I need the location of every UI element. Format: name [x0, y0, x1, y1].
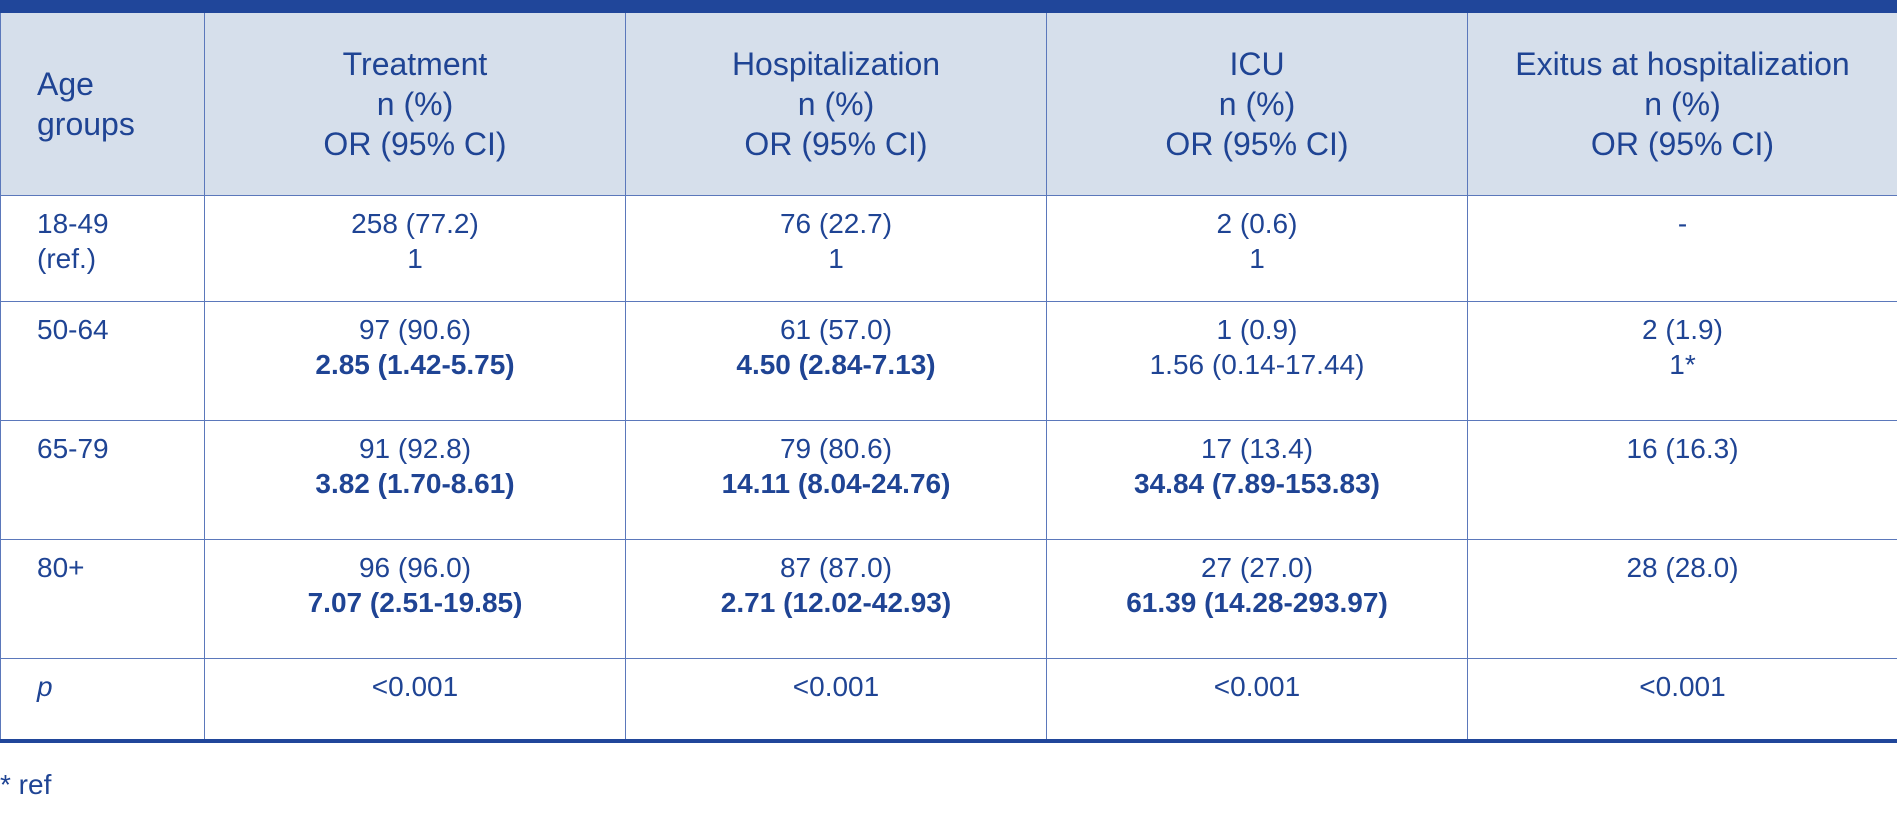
n-percent-value: 97 (90.6)	[358, 314, 472, 345]
age-group-cell: 65-79	[0, 420, 205, 540]
table-row: p <0.001 <0.001 <0.001 <0.001	[0, 658, 1897, 742]
hospitalization-cell: 61 (57.0) 4.50 (2.84-7.13)	[625, 301, 1047, 421]
header-hospitalization: Hospitalization n (%) OR (95% CI)	[625, 6, 1047, 196]
icu-cell: 1 (0.9) 1.56 (0.14-17.44)	[1046, 301, 1468, 421]
or-value: 1	[1249, 243, 1265, 274]
age-group-cell: 18-49 (ref.)	[0, 195, 205, 302]
icu-cell: 17 (13.4) 34.84 (7.89-153.83)	[1046, 420, 1468, 540]
or-value: 7.07 (2.51-19.85)	[307, 587, 523, 618]
exitus-p-cell: <0.001	[1467, 658, 1897, 742]
header-icu-title: ICU	[1229, 46, 1285, 82]
hospitalization-p-cell: <0.001	[625, 658, 1047, 742]
n-percent-value: 61 (57.0)	[779, 314, 893, 345]
header-hospitalization-title: Hospitalization	[731, 46, 941, 82]
header-exitus-or: OR (95% CI)	[1590, 126, 1775, 162]
exitus-cell: -	[1467, 195, 1897, 302]
n-percent-value: 76 (22.7)	[779, 208, 893, 239]
age-group-cell: 50-64	[0, 301, 205, 421]
header-hospitalization-n: n (%)	[797, 86, 875, 122]
n-percent-value: 91 (92.8)	[358, 433, 472, 464]
or-value: 1*	[1669, 349, 1696, 380]
n-percent-value: 2 (0.6)	[1216, 208, 1298, 239]
table-row: 65-79 91 (92.8) 3.82 (1.70-8.61) 79 (80.…	[0, 420, 1897, 540]
age-group-label: 18-49	[37, 208, 109, 239]
table-body: 18-49 (ref.) 258 (77.2) 1 76 (22.7) 1 2 …	[0, 195, 1897, 742]
or-value: 14.11 (8.04-24.76)	[721, 468, 951, 499]
n-percent-value: -	[1677, 208, 1688, 239]
age-group-label: 50-64	[37, 314, 109, 345]
treatment-cell: 97 (90.6) 2.85 (1.42-5.75)	[204, 301, 626, 421]
header-treatment-n: n (%)	[376, 86, 454, 122]
age-groups-table: Age groups Treatment n (%) OR (95% CI) H…	[0, 6, 1897, 742]
p-value: <0.001	[792, 671, 880, 702]
p-value-label-cell: p	[0, 658, 205, 742]
n-percent-value: 17 (13.4)	[1200, 433, 1314, 464]
or-value: 34.84 (7.89-153.83)	[1134, 468, 1380, 499]
n-percent-value: 258 (77.2)	[351, 208, 479, 239]
age-group-label: 65-79	[37, 433, 109, 464]
hospitalization-cell: 76 (22.7) 1	[625, 195, 1047, 302]
p-value: <0.001	[1639, 671, 1726, 702]
header-row: Age groups Treatment n (%) OR (95% CI) H…	[0, 6, 1897, 196]
exitus-cell: 2 (1.9) 1*	[1467, 301, 1897, 421]
treatment-cell: 91 (92.8) 3.82 (1.70-8.61)	[204, 420, 626, 540]
header-exitus: Exitus at hospitalization n (%) OR (95% …	[1467, 6, 1897, 196]
table-row: 80+ 96 (96.0) 7.07 (2.51-19.85) 87 (87.0…	[0, 539, 1897, 659]
icu-cell: 27 (27.0) 61.39 (14.28-293.97)	[1046, 539, 1468, 659]
n-percent-value: 2 (1.9)	[1642, 314, 1723, 345]
icu-p-cell: <0.001	[1046, 658, 1468, 742]
header-icu-or: OR (95% CI)	[1165, 126, 1349, 162]
n-percent-value: 87 (87.0)	[779, 552, 893, 583]
hospitalization-cell: 87 (87.0) 2.71 (12.02-42.93)	[625, 539, 1047, 659]
header-treatment: Treatment n (%) OR (95% CI)	[204, 6, 626, 196]
header-hospitalization-or: OR (95% CI)	[744, 126, 928, 162]
exitus-cell: 28 (28.0)	[1467, 539, 1897, 659]
n-percent-value: 27 (27.0)	[1200, 552, 1314, 583]
p-value-label: p	[37, 671, 53, 702]
or-value: 4.50 (2.84-7.13)	[736, 349, 936, 380]
header-treatment-title: Treatment	[342, 46, 488, 82]
treatment-cell: 258 (77.2) 1	[204, 195, 626, 302]
n-percent-value: 79 (80.6)	[779, 433, 893, 464]
header-age-groups-line1: Age	[37, 66, 94, 102]
header-icu: ICU n (%) OR (95% CI)	[1046, 6, 1468, 196]
n-percent-value: 28 (28.0)	[1626, 552, 1739, 583]
or-value: 1.56 (0.14-17.44)	[1149, 349, 1365, 380]
table-header: Age groups Treatment n (%) OR (95% CI) H…	[0, 6, 1897, 196]
header-exitus-n: n (%)	[1644, 86, 1721, 122]
n-percent-value: 1 (0.9)	[1216, 314, 1298, 345]
results-table-container: Age groups Treatment n (%) OR (95% CI) H…	[0, 6, 1897, 742]
table-row: 50-64 97 (90.6) 2.85 (1.42-5.75) 61 (57.…	[0, 301, 1897, 421]
or-value: 1	[407, 243, 423, 274]
exitus-cell: 16 (16.3)	[1467, 420, 1897, 540]
header-exitus-title: Exitus at hospitalization	[1515, 46, 1850, 82]
p-value: <0.001	[1213, 671, 1301, 702]
or-value: 61.39 (14.28-293.97)	[1126, 587, 1388, 618]
or-value: 3.82 (1.70-8.61)	[315, 468, 515, 499]
age-group-cell: 80+	[0, 539, 205, 659]
n-percent-value: 96 (96.0)	[358, 552, 472, 583]
header-icu-n: n (%)	[1218, 86, 1296, 122]
age-group-label: 80+	[37, 552, 85, 583]
or-value: 1	[828, 243, 844, 274]
age-group-sublabel: (ref.)	[37, 243, 97, 274]
or-value: 2.71 (12.02-42.93)	[720, 587, 952, 618]
table-footnote: * ref	[0, 769, 52, 800]
p-value: <0.001	[371, 671, 459, 702]
header-age-groups: Age groups	[0, 6, 205, 196]
treatment-cell: 96 (96.0) 7.07 (2.51-19.85)	[204, 539, 626, 659]
hospitalization-cell: 79 (80.6) 14.11 (8.04-24.76)	[625, 420, 1047, 540]
table-row: 18-49 (ref.) 258 (77.2) 1 76 (22.7) 1 2 …	[0, 195, 1897, 302]
header-age-groups-line2: groups	[37, 106, 135, 142]
header-treatment-or: OR (95% CI)	[323, 126, 507, 162]
icu-cell: 2 (0.6) 1	[1046, 195, 1468, 302]
treatment-p-cell: <0.001	[204, 658, 626, 742]
or-value: 2.85 (1.42-5.75)	[315, 349, 515, 380]
n-percent-value: 16 (16.3)	[1626, 433, 1739, 464]
